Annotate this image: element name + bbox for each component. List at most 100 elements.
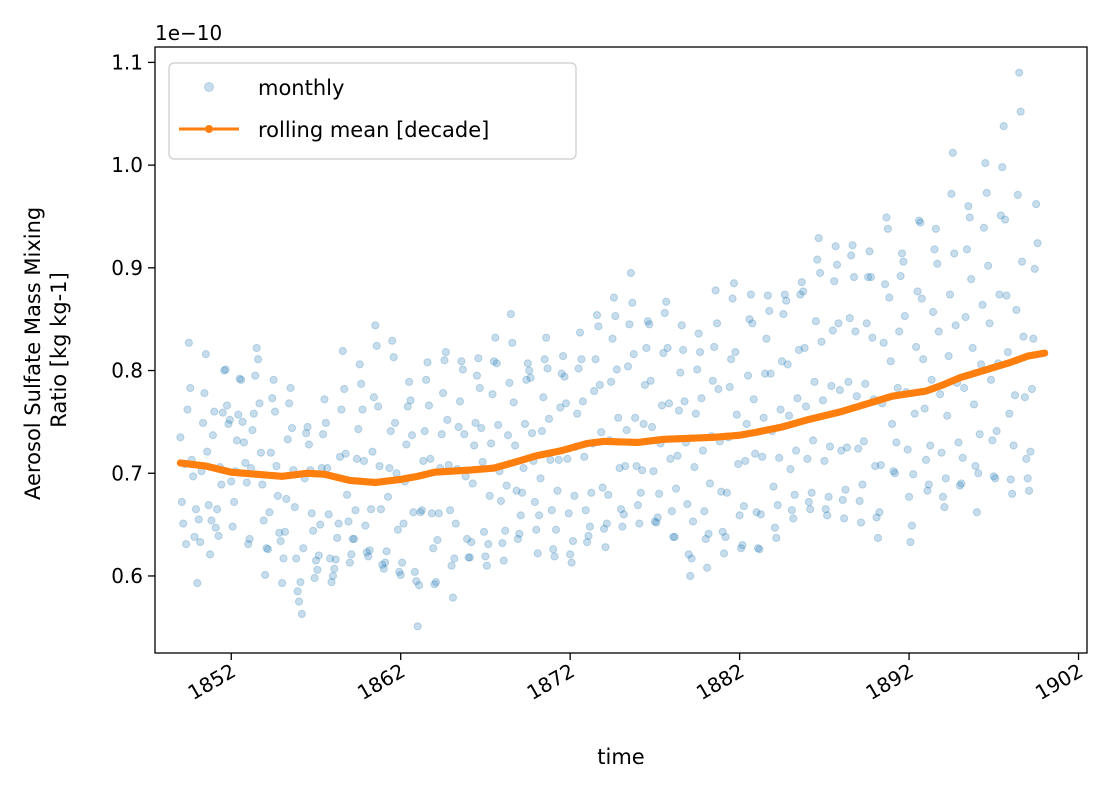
monthly-point [450,554,459,563]
monthly-point [841,485,850,494]
monthly-point [941,474,950,483]
y-tick-label: 0.6 [111,564,143,588]
monthly-point [324,510,333,519]
monthly-series [176,68,1042,631]
monthly-point [934,327,943,336]
monthly-point [581,506,590,515]
monthly-point [364,552,373,561]
monthly-point [389,353,398,362]
monthly-point [811,317,820,326]
monthly-point [633,500,643,510]
y-tick-label: 1.1 [111,50,143,74]
monthly-point [252,343,261,353]
monthly-point [235,374,244,383]
monthly-point [803,454,812,463]
monthly-point [245,534,254,544]
monthly-point [567,558,576,567]
monthly-point [1008,489,1017,498]
monthly-point [227,477,236,486]
monthly-point [238,417,247,426]
monthly-point [717,487,726,496]
monthly-point [359,456,369,466]
monthly-point [460,430,469,439]
monthly-point [559,352,568,361]
monthly-point [304,440,314,449]
monthly-point [1016,107,1025,116]
monthly-point [536,474,545,483]
monthly-point [482,561,491,570]
monthly-point [429,544,438,553]
monthly-point [913,287,922,296]
monthly-point [520,419,530,429]
monthly-point [806,505,815,514]
monthly-point [392,469,401,478]
monthly-point [875,508,884,517]
monthly-point [660,308,669,318]
monthly-point [701,534,710,544]
monthly-point [816,268,825,278]
monthly-point [410,567,419,576]
monthly-point [945,290,955,299]
monthly-point [302,429,311,438]
monthly-point [998,163,1007,172]
monthly-point [176,433,185,442]
y-tick-label: 1.0 [111,153,143,177]
monthly-point [328,571,338,581]
monthly-point [396,570,405,580]
monthly-point [611,312,620,321]
monthly-point [193,579,202,588]
monthly-point [372,341,381,350]
monthly-point [419,456,428,466]
monthly-point [547,506,556,515]
monthly-point [748,319,757,328]
monthly-point [262,544,271,553]
monthly-point [622,426,631,435]
monthly-point [844,377,853,386]
monthly-point [900,312,909,321]
monthly-point [639,419,648,429]
monthly-point [423,358,432,367]
monthly-point [186,383,195,393]
plot-frame [154,46,1088,654]
y-offset-text: 1e−10 [155,21,222,45]
monthly-point [936,390,945,399]
monthly-point [923,486,932,495]
monthly-point [498,539,507,548]
monthly-point [539,393,548,402]
monthly-point [794,345,804,355]
monthly-point [573,409,582,418]
legend: monthly rolling mean [decade] [168,62,577,160]
monthly-point [181,540,191,549]
monthly-point [592,310,602,320]
monthly-point [864,272,873,282]
monthly-point [382,547,391,556]
monthly-point [695,347,705,357]
monthly-point [320,395,329,404]
monthly-point [441,347,450,357]
monthly-point [714,384,723,394]
monthly-point [549,545,558,554]
monthly-point [350,534,359,544]
monthly-point [342,490,352,499]
monthly-point [594,322,603,331]
monthly-point [361,521,370,530]
monthly-point [787,506,796,515]
monthly-point [502,481,511,490]
monthly-point [948,148,957,157]
monthly-point [933,259,942,268]
monthly-point [951,321,960,330]
monthly-point [645,320,654,329]
monthly-point [711,286,720,295]
monthly-point [960,383,969,393]
monthly-point [457,357,466,366]
monthly-point [710,342,719,352]
monthly-point [743,371,753,380]
monthly-point [533,549,542,558]
monthly-point [653,513,662,522]
monthly-point [385,464,394,473]
y-axis-label: Aerosol Sulfate Mass Mixing Ratio [kg kg… [21,200,71,500]
monthly-point [433,535,442,545]
monthly-point [601,543,610,552]
monthly-point [213,505,222,514]
monthly-point [560,372,569,381]
